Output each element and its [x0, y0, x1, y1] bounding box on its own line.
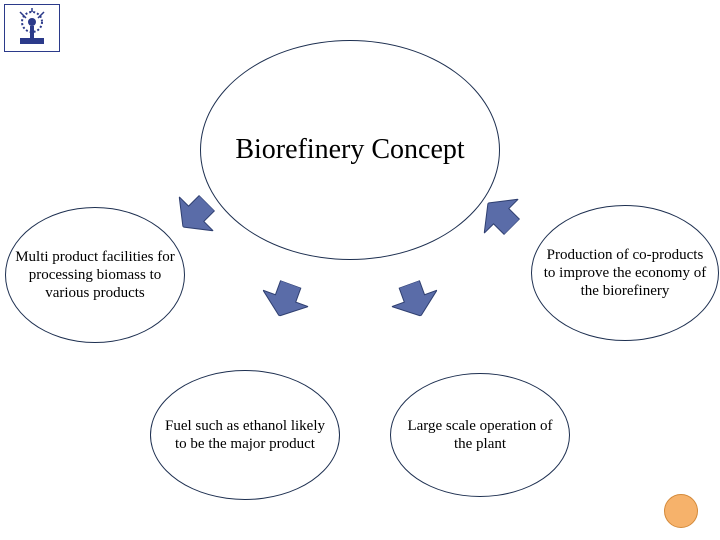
arrow-to-large-scale [387, 276, 444, 324]
node-large-scale-text: Large scale operation of the plant [399, 417, 561, 453]
node-co-products: Production of co-products to improve the… [531, 205, 719, 341]
central-concept: Biorefinery Concept [200, 40, 500, 260]
arrow-to-fuel-ethanol [257, 276, 314, 324]
decor-dot-icon [664, 494, 698, 528]
node-multi-product-text: Multi product facilities for processing … [14, 248, 176, 302]
institute-logo [4, 4, 60, 52]
node-fuel-ethanol: Fuel such as ethanol likely to be the ma… [150, 370, 340, 500]
node-fuel-ethanol-text: Fuel such as ethanol likely to be the ma… [159, 417, 331, 453]
node-large-scale: Large scale operation of the plant [390, 373, 570, 497]
node-multi-product: Multi product facilities for processing … [5, 207, 185, 343]
central-concept-text: Biorefinery Concept [235, 134, 464, 166]
node-co-products-text: Production of co-products to improve the… [540, 246, 710, 300]
logo-svg [8, 8, 56, 48]
